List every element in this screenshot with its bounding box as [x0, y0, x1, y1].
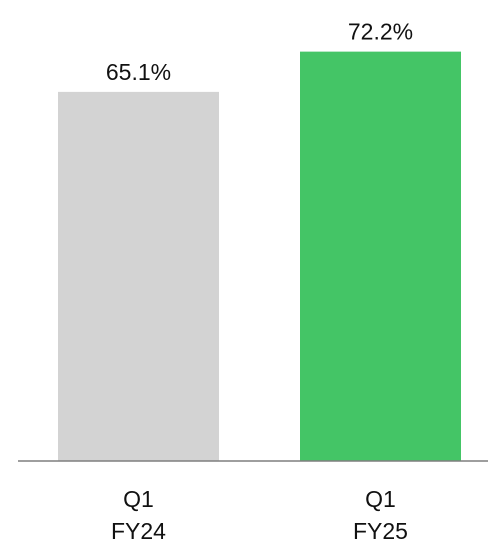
x-tick-label-1-line-1: FY25	[353, 518, 408, 544]
x-tick-label-1-line-0: Q1	[365, 486, 396, 512]
bar-value-label-1: 72.2%	[348, 19, 413, 45]
bar-1	[300, 51, 461, 461]
bar-value-label-0: 65.1%	[106, 59, 171, 85]
x-tick-labels: Q1 FY24 Q1 FY25	[111, 486, 408, 544]
bar-0	[58, 91, 219, 462]
x-tick-label-0-line-0: Q1	[123, 486, 154, 512]
value-labels-layer: 65.1% 72.2%	[106, 19, 413, 85]
bars-layer	[58, 51, 461, 462]
x-tick-label-0-line-1: FY24	[111, 518, 166, 544]
